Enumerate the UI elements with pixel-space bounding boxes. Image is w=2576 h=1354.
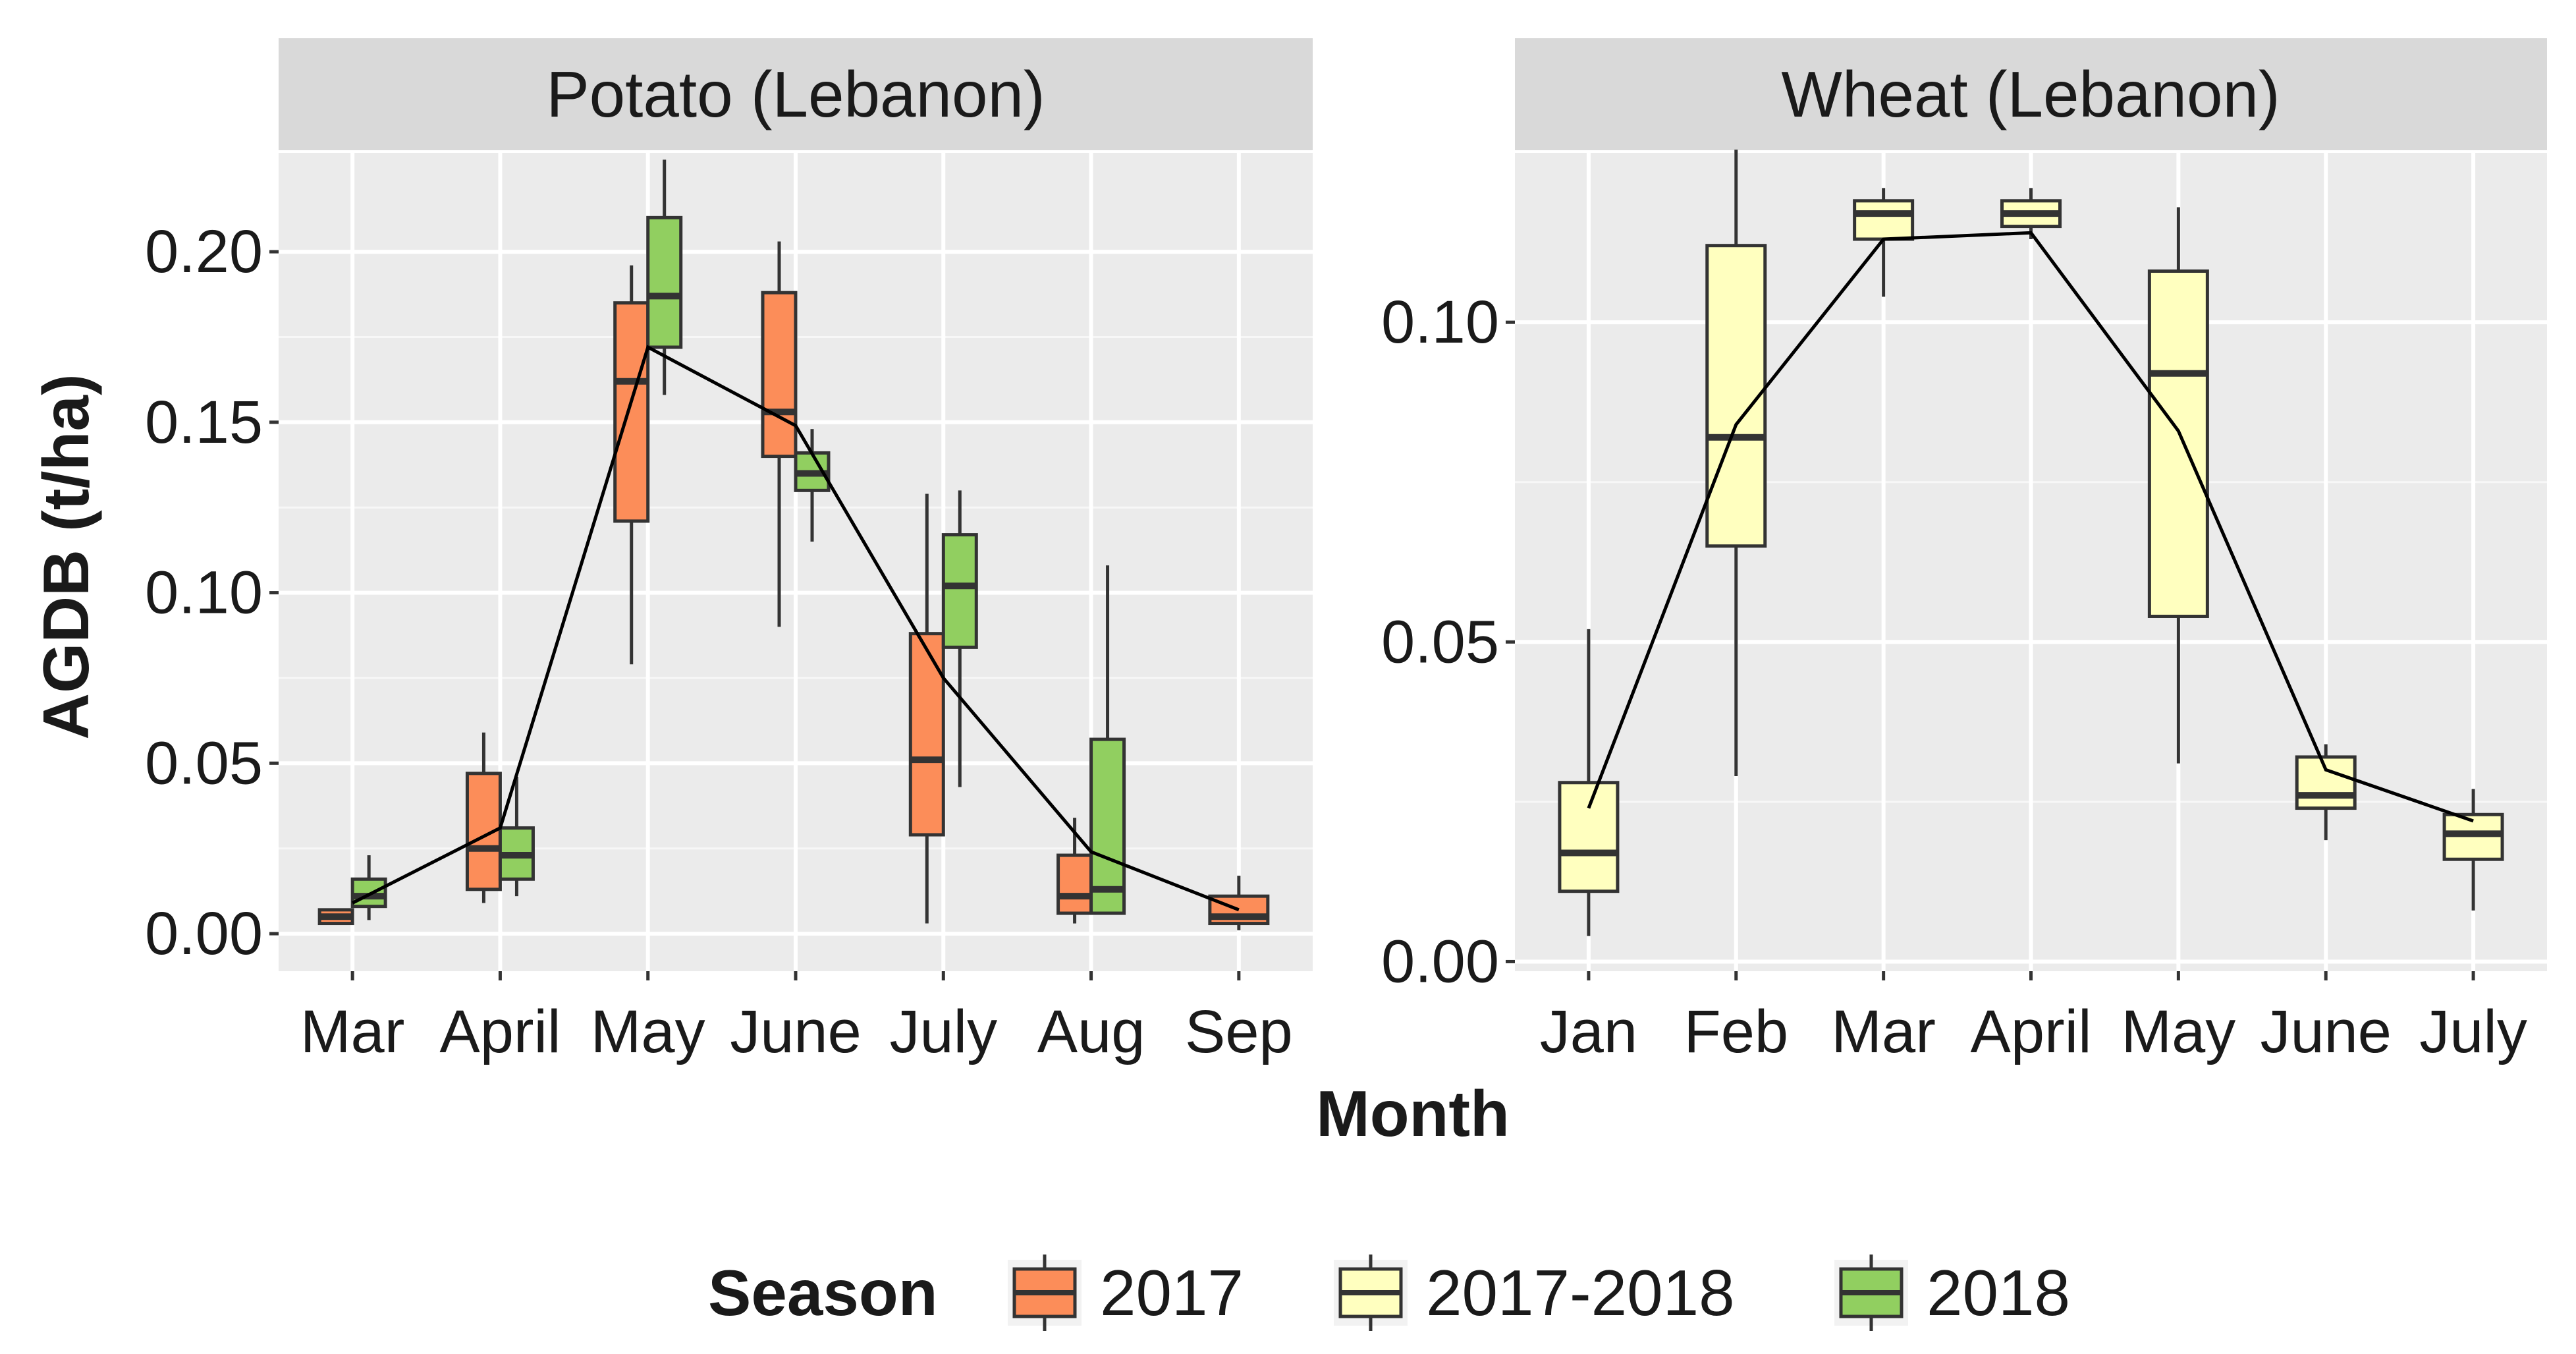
box-2017-2018 — [1853, 188, 1915, 297]
box-2018 — [498, 777, 535, 897]
x-tick-label: May — [2121, 998, 2235, 1065]
x-tick-label: Aug — [1037, 998, 1145, 1065]
box-2017 — [613, 265, 650, 665]
strip-background — [279, 38, 1313, 150]
panel-potato: Potato (Lebanon) 0.00 0.05 0.10 0.15 0.20 Ma… — [145, 38, 1313, 1065]
box-2017-2018 — [2442, 789, 2504, 911]
legend: Season 2017 2017-2018 2018 — [708, 1255, 2070, 1331]
box-body — [1558, 781, 1620, 893]
x-tick-label: April — [1970, 998, 2091, 1065]
x-tick-label: Jan — [1540, 998, 1637, 1065]
box-2017-2018 — [1705, 150, 1767, 777]
y-ticks: 0.00 0.05 0.10 0.15 0.20 — [145, 218, 279, 967]
legend-entry: 2018 — [1834, 1255, 2070, 1331]
y-tick-label: 0.05 — [145, 729, 263, 797]
box-2017-2018 — [1558, 629, 1620, 936]
box-body — [1089, 737, 1126, 915]
x-axis-title: Month — [1316, 1077, 1510, 1150]
panel-title: Wheat (Lebanon) — [1781, 58, 2280, 130]
box-body — [646, 215, 683, 349]
x-tick-label: Mar — [1831, 998, 1935, 1065]
box-marks — [317, 159, 1270, 930]
box-2018 — [941, 490, 978, 787]
box-2018 — [1089, 565, 1126, 915]
box-2018 — [794, 429, 831, 542]
box-body — [1853, 199, 1915, 241]
legend-entry: 2017-2018 — [1334, 1255, 1735, 1331]
y-tick-label: 0.20 — [145, 218, 263, 285]
box-2018 — [646, 159, 683, 395]
box-body — [350, 877, 387, 909]
box-body — [2295, 755, 2357, 810]
x-ticks: Mar April May June July Aug Sep — [300, 971, 1293, 1065]
panel-title: Potato (Lebanon) — [546, 58, 1045, 130]
x-tick-label: Feb — [1684, 998, 1789, 1065]
legend-label: 2017 — [1100, 1256, 1244, 1329]
x-tick-label: Sep — [1185, 998, 1293, 1065]
legend-entry: 2017 — [1008, 1255, 1244, 1331]
y-axis-title: AGDB (t/ha) — [30, 374, 102, 739]
legend-title: Season — [708, 1256, 938, 1329]
box-body — [1705, 244, 1767, 548]
box-2018 — [350, 855, 387, 920]
x-tick-label: June — [2260, 998, 2392, 1065]
legend-label: 2018 — [1927, 1256, 2070, 1329]
strip-background — [1515, 38, 2547, 150]
y-tick-label: 0.15 — [145, 389, 263, 456]
legend-label: 2017-2018 — [1426, 1256, 1735, 1329]
box-2017 — [317, 908, 354, 926]
box-marks — [1558, 150, 2504, 936]
x-tick-label: July — [889, 998, 997, 1065]
box-body — [908, 632, 945, 837]
y-tick-label: 0.00 — [145, 900, 263, 967]
y-tick-label: 0.10 — [1381, 289, 1499, 356]
y-tick-label: 0.05 — [1381, 608, 1499, 675]
x-ticks: Jan Feb Mar April May June July — [1540, 971, 2527, 1065]
box-2017-2018 — [2147, 207, 2209, 764]
x-tick-label: April — [439, 998, 561, 1065]
box-body — [2147, 269, 2209, 618]
y-tick-label: 0.00 — [1381, 928, 1499, 995]
x-tick-label: May — [591, 998, 705, 1065]
mean-line — [1587, 231, 2474, 823]
x-tick-label: Mar — [300, 998, 404, 1065]
x-tick-label: July — [2419, 998, 2527, 1065]
mean-line — [352, 345, 1240, 912]
box-body — [613, 301, 650, 523]
box-2017-2018 — [2295, 744, 2357, 841]
panel-wheat: Wheat (Lebanon) 0.00 0.05 0.10 Jan Feb Mar Ap… — [1381, 38, 2547, 1065]
box-body — [761, 291, 798, 459]
box-2017-2018 — [2000, 188, 2062, 239]
box-body — [1056, 853, 1093, 915]
box-body — [941, 533, 978, 649]
box-2017 — [761, 241, 798, 627]
x-tick-label: June — [730, 998, 862, 1065]
y-ticks: 0.00 0.05 0.10 — [1381, 289, 1515, 995]
y-tick-label: 0.10 — [145, 559, 263, 627]
